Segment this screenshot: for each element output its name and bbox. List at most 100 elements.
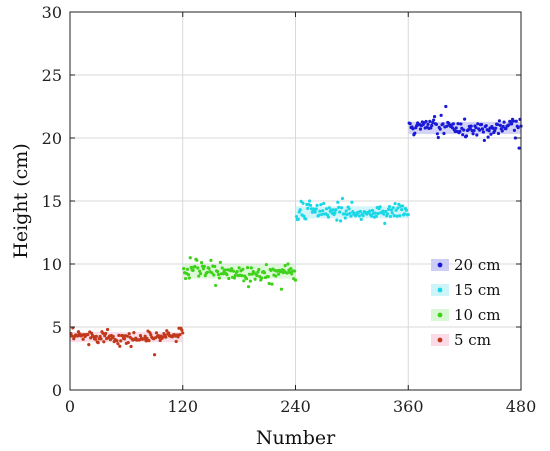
legend-marker [437,262,443,268]
data-point [179,326,183,330]
data-point [495,122,500,127]
data-point [290,272,294,276]
data-point [469,124,473,128]
data-point [324,207,329,211]
data-point [298,208,302,212]
data-point [289,267,293,271]
data-point [274,274,278,278]
data-point [256,270,260,274]
y-tick-label: 30 [42,3,62,22]
data-point [494,126,498,130]
data-point [98,334,102,339]
data-point [402,212,407,216]
data-point [104,331,108,336]
data-point [101,331,105,335]
data-point [344,209,348,213]
data-point [368,209,372,213]
data-point [337,205,341,209]
data-point [115,339,119,343]
legend-label: 20 cm [454,256,500,274]
y-tick-label: 25 [42,66,62,85]
data-point [186,272,190,277]
data-point [462,128,466,132]
data-point [220,266,224,270]
data-point [191,268,195,273]
data-point [486,135,490,139]
data-point [395,214,399,218]
data-point [218,260,222,264]
data-point [245,277,249,281]
data-point [165,329,169,333]
data-point [340,196,345,201]
data-point [444,104,448,109]
data-point [225,273,229,277]
data-point [474,126,478,130]
data-point [125,334,129,338]
data-point [394,208,398,212]
data-point [361,213,365,218]
data-point [511,119,516,123]
data-point [384,209,388,214]
data-point [517,146,521,150]
data-point [504,127,508,131]
data-point [428,119,432,123]
data-point [388,214,392,219]
data-point [484,124,488,128]
data-point [349,214,353,218]
data-point [463,117,467,121]
data-point [255,273,259,278]
data-point [516,125,520,130]
data-point [435,132,439,136]
data-point [105,327,110,332]
y-tick-label: 10 [42,255,62,274]
data-point [393,202,397,206]
data-point [213,264,217,269]
data-point [164,335,168,339]
data-point [237,266,241,270]
data-point [331,208,335,212]
data-point [342,212,346,216]
data-point [94,334,98,339]
data-point [308,203,313,207]
data-point [317,213,321,217]
data-point [510,122,514,126]
data-point [117,333,121,337]
data-point [339,219,343,223]
data-point [260,276,264,280]
data-point [241,267,245,271]
data-point [424,119,428,124]
data-point [502,120,506,124]
data-point [242,279,246,283]
data-point [318,209,322,213]
data-point [482,138,486,143]
data-point [215,269,220,274]
data-point [270,282,274,286]
data-point [385,212,390,216]
data-point [149,333,153,337]
data-point [158,338,162,343]
data-point [436,135,440,140]
data-point [334,208,338,212]
data-point [439,113,443,117]
data-point [99,337,103,341]
data-point [266,275,270,279]
data-point [253,277,257,281]
data-point [152,353,157,357]
data-point [461,133,465,137]
data-point [212,273,216,277]
data-point [347,207,351,211]
data-point [227,276,231,281]
data-point [336,200,340,204]
data-point [221,272,225,276]
data-point [387,204,392,209]
data-point [283,263,287,268]
data-point [86,333,90,337]
data-point [313,210,317,214]
data-point [279,287,284,291]
data-point [302,214,306,218]
data-point [459,122,463,126]
data-point [491,126,495,130]
data-point [479,122,484,127]
data-point [183,276,188,281]
